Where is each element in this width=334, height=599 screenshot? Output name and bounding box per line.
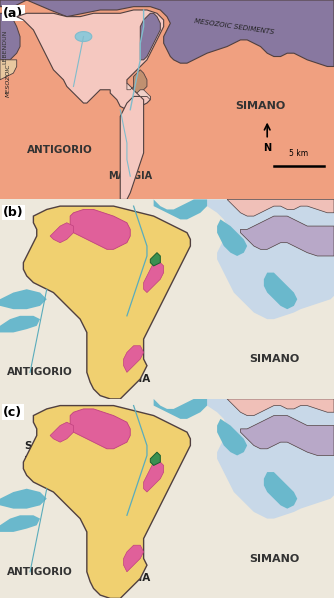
Polygon shape: [150, 452, 160, 465]
Text: (c): (c): [3, 406, 22, 419]
Text: MAGGIA: MAGGIA: [108, 171, 152, 181]
Polygon shape: [194, 199, 334, 319]
Text: LEBENDUN: LEBENDUN: [3, 29, 7, 63]
Text: ANTIGORIO: ANTIGORIO: [7, 567, 73, 577]
Polygon shape: [23, 206, 190, 399]
Polygon shape: [264, 472, 297, 509]
Polygon shape: [154, 199, 207, 219]
Text: ANTIGORIO: ANTIGORIO: [27, 144, 93, 155]
Polygon shape: [194, 399, 334, 519]
Text: SAMBUCO
=MAGGIA: SAMBUCO =MAGGIA: [24, 441, 83, 463]
Polygon shape: [50, 223, 73, 243]
Polygon shape: [0, 199, 334, 399]
Text: SIMANO: SIMANO: [249, 553, 299, 564]
Polygon shape: [124, 346, 144, 373]
Text: (b): (b): [3, 206, 24, 219]
Polygon shape: [240, 416, 334, 455]
Polygon shape: [50, 422, 73, 442]
Text: MATORELLO: MATORELLO: [95, 423, 133, 428]
Polygon shape: [70, 409, 130, 449]
Polygon shape: [240, 216, 334, 256]
Polygon shape: [154, 399, 207, 419]
Text: MAGGIA: MAGGIA: [103, 573, 151, 583]
Polygon shape: [227, 399, 334, 416]
Text: MESOZOIC: MESOZOIC: [6, 63, 11, 96]
Text: MATORELLO: MATORELLO: [88, 223, 126, 229]
Text: MESOZOIC SEDIMENTS: MESOZOIC SEDIMENTS: [193, 18, 274, 35]
Text: (a): (a): [3, 7, 24, 20]
Polygon shape: [0, 0, 334, 199]
Polygon shape: [0, 13, 20, 60]
Polygon shape: [124, 545, 144, 572]
Polygon shape: [227, 199, 334, 216]
Polygon shape: [0, 515, 40, 532]
Text: N: N: [263, 143, 271, 153]
Polygon shape: [0, 489, 47, 509]
Polygon shape: [0, 399, 334, 598]
Polygon shape: [217, 419, 247, 455]
Polygon shape: [217, 219, 247, 256]
Text: MAGGIA: MAGGIA: [103, 374, 151, 384]
Text: 5 km: 5 km: [289, 149, 309, 158]
Polygon shape: [0, 0, 334, 66]
Text: SIMANO: SIMANO: [235, 101, 286, 111]
Polygon shape: [144, 459, 164, 492]
Text: MAGGIA: MAGGIA: [50, 41, 97, 52]
Polygon shape: [75, 32, 92, 41]
Polygon shape: [264, 273, 297, 309]
Polygon shape: [120, 96, 144, 199]
Polygon shape: [144, 259, 164, 292]
Text: SIMANO: SIMANO: [249, 354, 299, 364]
Polygon shape: [23, 406, 190, 598]
Polygon shape: [0, 289, 47, 309]
Polygon shape: [70, 210, 130, 249]
Text: ANTIGORIO: ANTIGORIO: [7, 367, 73, 377]
Polygon shape: [140, 13, 160, 60]
Polygon shape: [0, 60, 17, 80]
Polygon shape: [17, 10, 164, 110]
Polygon shape: [127, 83, 150, 99]
Text: MAGGIA: MAGGIA: [35, 255, 86, 264]
Polygon shape: [0, 316, 40, 332]
Polygon shape: [134, 70, 147, 93]
Polygon shape: [150, 253, 160, 266]
